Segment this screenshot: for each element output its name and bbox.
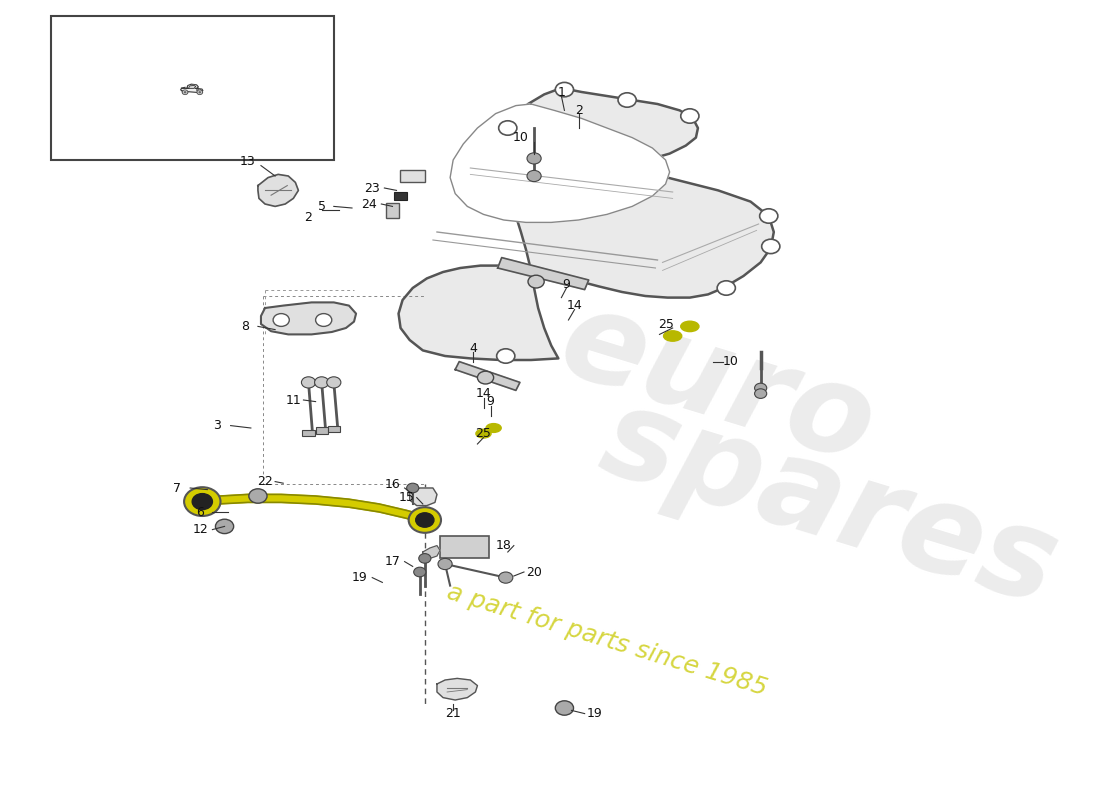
Polygon shape [200, 494, 427, 524]
Bar [302, 430, 315, 436]
Text: 12: 12 [192, 523, 208, 536]
Text: 21: 21 [446, 707, 461, 720]
Text: 4: 4 [470, 342, 477, 354]
Ellipse shape [681, 322, 698, 331]
Text: 14: 14 [566, 299, 582, 312]
Circle shape [755, 389, 767, 398]
Circle shape [528, 275, 544, 288]
Polygon shape [257, 174, 298, 206]
Text: 17: 17 [385, 555, 400, 568]
Text: 16: 16 [385, 478, 400, 490]
Circle shape [216, 519, 233, 534]
Circle shape [497, 349, 515, 363]
Text: a part for parts since 1985: a part for parts since 1985 [444, 580, 770, 700]
Polygon shape [398, 88, 773, 360]
Text: 7: 7 [173, 482, 182, 494]
Circle shape [249, 489, 267, 503]
Polygon shape [188, 86, 196, 88]
Text: 11: 11 [286, 394, 301, 406]
Circle shape [556, 701, 573, 715]
Circle shape [407, 483, 419, 493]
Text: 19: 19 [351, 571, 367, 584]
Ellipse shape [486, 424, 502, 432]
Circle shape [477, 371, 494, 384]
Circle shape [498, 121, 517, 135]
Circle shape [438, 558, 452, 570]
Text: 2: 2 [574, 104, 583, 117]
Circle shape [755, 383, 767, 393]
Circle shape [316, 314, 332, 326]
Text: 13: 13 [240, 155, 255, 168]
Text: 24: 24 [361, 198, 377, 210]
Text: 18: 18 [496, 539, 512, 552]
Text: 9: 9 [562, 278, 571, 290]
Circle shape [273, 314, 289, 326]
Bar [386, 203, 398, 218]
Text: 25: 25 [475, 427, 492, 440]
Circle shape [184, 91, 187, 94]
Circle shape [192, 494, 212, 510]
Circle shape [419, 554, 431, 563]
Bar [440, 536, 488, 558]
Polygon shape [497, 258, 588, 290]
Circle shape [408, 507, 441, 533]
Text: 10: 10 [513, 131, 529, 144]
Text: 1: 1 [558, 86, 565, 98]
Circle shape [681, 109, 698, 123]
Circle shape [556, 82, 573, 97]
Text: 2: 2 [305, 211, 312, 224]
Text: 14: 14 [475, 387, 492, 400]
Text: 19: 19 [587, 707, 603, 720]
Circle shape [301, 377, 316, 388]
Text: 10: 10 [723, 355, 738, 368]
Circle shape [717, 281, 736, 295]
Polygon shape [180, 88, 202, 93]
Text: 23: 23 [364, 182, 381, 194]
Text: 15: 15 [398, 491, 415, 504]
Circle shape [315, 377, 329, 388]
Circle shape [197, 90, 202, 94]
Circle shape [618, 93, 636, 107]
Text: 8: 8 [241, 320, 249, 333]
Bar [395, 192, 407, 200]
Ellipse shape [663, 331, 682, 341]
Bar [328, 426, 340, 432]
Circle shape [198, 91, 201, 94]
Polygon shape [261, 302, 356, 334]
Circle shape [416, 513, 433, 527]
Ellipse shape [476, 429, 491, 438]
Circle shape [527, 170, 541, 182]
Text: 25: 25 [658, 318, 673, 330]
Text: 6: 6 [196, 506, 205, 518]
Circle shape [183, 90, 188, 94]
Circle shape [184, 487, 220, 516]
Polygon shape [437, 678, 477, 700]
Polygon shape [422, 546, 440, 558]
Circle shape [761, 239, 780, 254]
Text: 9: 9 [486, 395, 495, 408]
Polygon shape [187, 84, 198, 88]
Text: euro: euro [547, 279, 890, 489]
Circle shape [760, 209, 778, 223]
Text: 5: 5 [318, 200, 326, 213]
Circle shape [527, 153, 541, 164]
Text: 3: 3 [213, 419, 221, 432]
Bar [316, 427, 328, 434]
Text: spares: spares [587, 378, 1071, 630]
Polygon shape [409, 488, 437, 506]
Circle shape [498, 572, 513, 583]
Text: 20: 20 [526, 566, 542, 578]
Circle shape [327, 377, 341, 388]
Text: 22: 22 [257, 475, 273, 488]
Polygon shape [455, 362, 520, 390]
Circle shape [414, 567, 426, 577]
Polygon shape [450, 104, 670, 222]
Bar [51, 16, 333, 160]
Bar [399, 170, 425, 182]
